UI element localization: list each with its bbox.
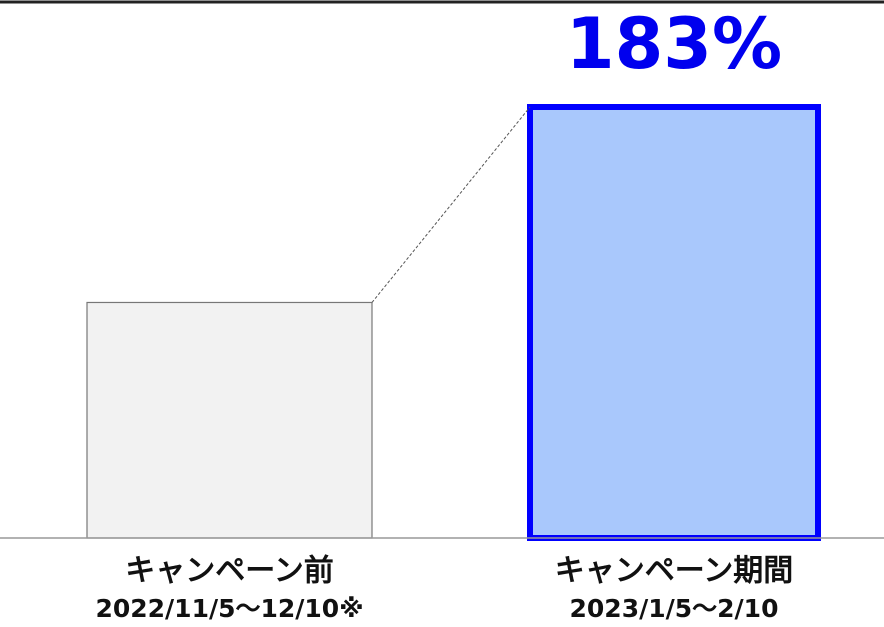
category-label: キャンペーン期間 — [555, 554, 794, 589]
value-label: 183% — [566, 3, 782, 85]
connector-line — [371, 106, 531, 303]
category-label: キャンペーン前 — [125, 554, 334, 589]
period-label: 2022/11/5～12/10※ — [95, 594, 363, 623]
period-label: 2023/1/5～2/10 — [570, 594, 779, 623]
bar — [527, 104, 821, 541]
bar — [86, 301, 373, 539]
